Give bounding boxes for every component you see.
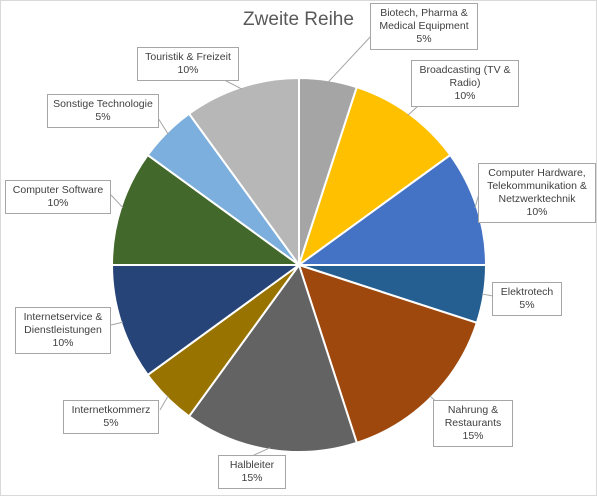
pie-slice-8 [110,153,303,266]
slice-label: Biotech, Pharma & Medical Equipment [379,7,469,32]
pie-slice-2 [295,153,488,266]
slice-value: 10% [177,64,199,76]
slice-value: 10% [47,197,69,209]
leader-line-8 [110,194,124,209]
leader-line-9 [157,117,169,135]
pie-slice-5 [187,262,359,453]
slice-label: Internetservice & Dienstleistungen [23,311,103,336]
data-label-touristik: Touristik & Freizeit 10% [137,47,239,81]
data-label-computer-software: Computer Software 10% [5,180,111,214]
slice-value: 5% [95,111,111,123]
slice-value: 10% [526,206,548,218]
pie-slices [110,76,488,453]
data-label-sonstige: Sonstige Technologie 5% [47,94,159,128]
slice-value: 5% [103,417,119,429]
data-label-internetkommerz: Internetkommerz 5% [63,400,159,434]
slice-label: Sonstige Technologie [53,98,153,110]
data-label-internetservice: Internetservice & Dienstleistungen 10% [15,307,111,354]
data-label-broadcasting: Broadcasting (TV & Radio) 10% [411,60,519,107]
slice-label: Touristik & Freizeit [145,51,231,63]
leader-line-7 [110,321,124,326]
data-label-nahrung: Nahrung & Restaurants 15% [433,400,513,447]
slice-value: 15% [462,430,484,442]
leader-line-0 [327,34,373,83]
data-label-biotech: Biotech, Pharma & Medical Equipment 5% [370,3,478,50]
slice-value: 15% [241,472,263,484]
slice-value: 5% [519,299,535,311]
leader-line-6 [159,395,169,411]
pie-slice-10 [187,76,300,269]
slice-label: Halbleiter [229,459,275,471]
slice-value: 10% [454,90,476,102]
slice-value: 10% [52,337,74,349]
chart-title: Zweite Reihe [243,9,354,30]
slice-label: Computer Software [12,184,104,196]
slice-label: Elektrotech [500,286,554,298]
slice-value: 5% [416,33,432,45]
data-label-halbleiter: Halbleiter 15% [218,455,286,489]
slice-label: Internetkommerz [71,404,151,416]
leader-line-5 [251,447,271,457]
data-label-computer-hardware: Computer Hardware, Telekommunikation & N… [478,163,596,223]
slice-label: Nahrung & Restaurants [444,404,502,429]
leader-line-3 [481,293,494,297]
slice-label: Computer Hardware, Telekommunikation & N… [487,167,587,205]
data-label-elektrotech: Elektrotech 5% [492,282,562,316]
slice-label: Broadcasting (TV & Radio) [419,64,511,89]
